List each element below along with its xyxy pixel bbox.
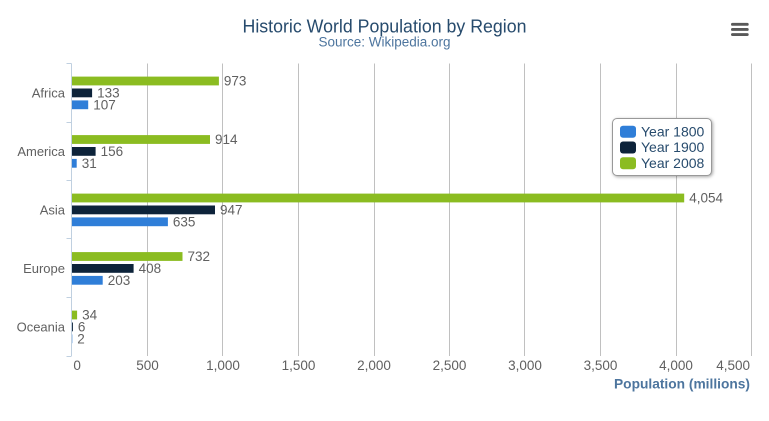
svg-text:1,000: 1,000 [206, 358, 240, 373]
svg-text:Asia: Asia [40, 203, 66, 218]
svg-text:914: 914 [215, 132, 238, 147]
svg-text:0: 0 [73, 358, 81, 373]
svg-text:732: 732 [188, 249, 211, 264]
svg-text:973: 973 [224, 74, 247, 89]
svg-text:Oceania: Oceania [17, 320, 66, 335]
svg-text:408: 408 [139, 261, 162, 276]
svg-text:635: 635 [173, 214, 196, 229]
svg-text:4,500: 4,500 [716, 358, 750, 373]
svg-text:Europe: Europe [23, 261, 65, 276]
svg-text:Population (millions): Population (millions) [614, 376, 750, 392]
svg-text:2,500: 2,500 [433, 358, 467, 373]
svg-text:107: 107 [93, 97, 116, 112]
svg-text:203: 203 [108, 273, 131, 288]
svg-text:2: 2 [77, 331, 85, 346]
svg-text:31: 31 [82, 156, 97, 171]
svg-text:Africa: Africa [32, 86, 66, 101]
svg-text:Source: Wikipedia.org: Source: Wikipedia.org [318, 35, 450, 50]
svg-text:4,054: 4,054 [689, 191, 723, 206]
svg-text:3,000: 3,000 [508, 358, 542, 373]
svg-text:Year 2008: Year 2008 [641, 155, 705, 171]
svg-text:2,000: 2,000 [357, 358, 391, 373]
svg-text:3,500: 3,500 [584, 358, 618, 373]
svg-text:Historic World Population by R: Historic World Population by Region [243, 16, 527, 37]
svg-text:1,500: 1,500 [282, 358, 316, 373]
svg-text:500: 500 [136, 358, 159, 373]
svg-text:947: 947 [220, 203, 243, 218]
svg-text:Year 1900: Year 1900 [641, 139, 705, 155]
svg-text:4,000: 4,000 [659, 358, 693, 373]
svg-text:Year 1800: Year 1800 [641, 123, 705, 139]
svg-text:156: 156 [101, 144, 124, 159]
svg-text:America: America [17, 144, 65, 159]
